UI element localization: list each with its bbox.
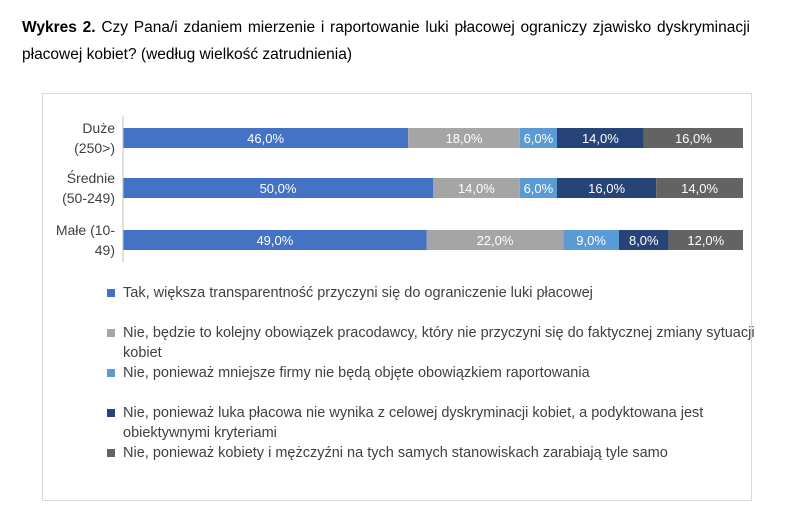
bar-segment (433, 178, 520, 198)
bar-segment (123, 230, 427, 250)
bar-segment (557, 178, 657, 198)
data-label: 6,0% (524, 181, 554, 196)
data-label: 16,0% (588, 181, 625, 196)
bar-segment (557, 128, 644, 148)
legend-label: Nie, ponieważ mniejsze firmy nie będą ob… (123, 365, 590, 381)
data-label: 46,0% (247, 131, 284, 146)
data-label: 16,0% (675, 131, 712, 146)
legend-item: Tak, większa transparentność przyczyni s… (107, 283, 777, 303)
data-label: 14,0% (681, 181, 718, 196)
legend-swatch (107, 329, 115, 337)
legend-label: Tak, większa transparentność przyczyni s… (123, 285, 593, 301)
chart-frame: 46,0% 18,0% 6,0% 14,0% 16,0% Duże (250>) 50,0% 1… (42, 93, 755, 501)
data-label: 50,0% (260, 181, 297, 196)
figure-number: Wykres 2. (22, 19, 96, 36)
legend-label: Nie, będzie to kolejny obowiązek pracoda… (123, 325, 755, 361)
data-label: 14,0% (582, 131, 619, 146)
stacked-bar-chart: 46,0% 18,0% 6,0% 14,0% 16,0% Duże (250>) 50,0% 1… (56, 116, 743, 262)
data-label: 18,0% (446, 131, 483, 146)
bar-segment (519, 128, 557, 148)
bar-segment (656, 178, 743, 198)
category-label: (50-249) (62, 190, 115, 206)
category-label: Średnie (67, 169, 115, 186)
category-label: 49) (95, 242, 115, 258)
bar-segment (563, 230, 619, 250)
bar-segment (123, 128, 409, 148)
legend-item: Nie, ponieważ luka płacowa nie wynika z … (107, 403, 777, 443)
category-label: Małe (10- (56, 222, 115, 238)
data-label: 22,0% (477, 233, 514, 248)
bar-segment (408, 128, 520, 148)
data-label: 14,0% (458, 181, 495, 196)
bar-segment (619, 230, 669, 250)
category-label: (250>) (74, 140, 115, 156)
legend-item: Nie, ponieważ kobiety i mężczyźni na tyc… (107, 443, 777, 463)
bar-segment (519, 178, 557, 198)
legend-item: Nie, ponieważ mniejsze firmy nie będą ob… (107, 363, 777, 383)
bar-segment (123, 178, 433, 198)
bar-segment (643, 128, 743, 148)
bar-segment (426, 230, 564, 250)
data-label: 49,0% (256, 233, 293, 248)
data-label: 6,0% (524, 131, 554, 146)
legend-swatch (107, 289, 115, 297)
category-label: Duże (82, 120, 115, 136)
figure-title: Czy Pana/i zdaniem mierzenie i raportowa… (22, 19, 750, 63)
legend-swatch (107, 449, 115, 457)
data-label: 9,0% (576, 233, 606, 248)
legend-item: Nie, będzie to kolejny obowiązek pracoda… (107, 323, 777, 363)
data-label: 8,0% (629, 233, 659, 248)
legend-label: Nie, ponieważ luka płacowa nie wynika z … (123, 405, 704, 441)
data-label: 12,0% (687, 233, 724, 248)
bar-segment (668, 230, 743, 250)
legend-swatch (107, 369, 115, 377)
legend-label: Nie, ponieważ kobiety i mężczyźni na tyc… (123, 445, 668, 461)
figure-caption: Wykres 2. Czy Pana/i zdaniem mierzenie i… (22, 14, 750, 68)
legend-swatch (107, 409, 115, 417)
